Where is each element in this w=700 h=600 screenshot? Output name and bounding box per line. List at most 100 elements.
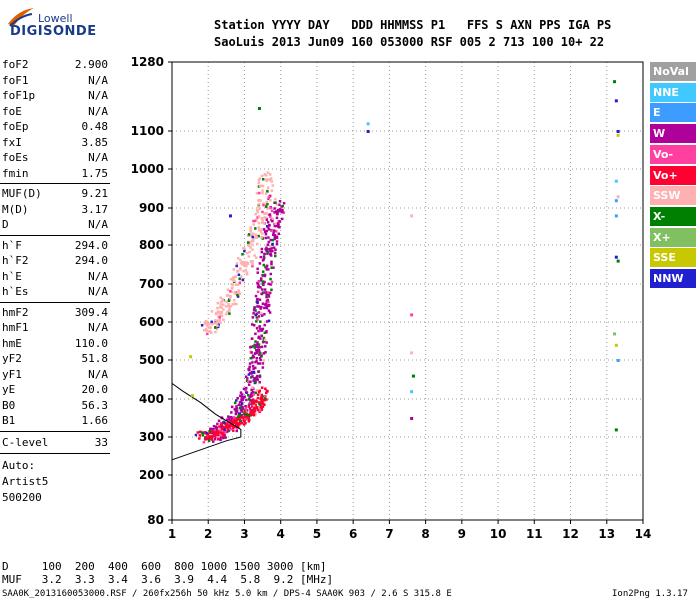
upper-trace-point [237,273,241,277]
o-trace-point [256,267,259,271]
param-value: N/A [88,151,108,164]
o-trace-point [275,222,279,226]
upper-trace-point [256,209,259,212]
lower-trace-point [240,422,243,425]
lower-trace-point [225,422,228,425]
o-trace-point [281,204,284,208]
upper-trace-point [210,310,214,313]
upper-trace-point [235,264,238,268]
x-tick-label: 3 [240,527,248,541]
o-trace-point [265,246,268,249]
o-trace-point [260,355,263,358]
lower-trace-point [247,414,251,417]
upper-trace-point [224,305,228,308]
upper-trace-point [214,319,217,322]
o-trace-point [269,283,272,286]
o-trace-point [269,247,272,251]
o-trace-point [267,240,271,244]
legend-item-nnw: NNW [650,269,696,288]
o-trace-point [262,338,266,342]
o-trace-point [281,208,284,212]
param-name: fxI [2,135,22,149]
upper-trace-point [263,216,266,220]
o-trace-point [258,325,261,328]
param-value: 1.75 [81,166,109,180]
o-trace-point [263,280,266,284]
o-trace-point [264,345,267,348]
lower-trace-point [259,404,262,408]
o-trace-point [258,346,261,349]
param-hf: h`F 294.0 [2,239,108,253]
lower-trace-point [244,406,248,410]
upper-trace-point [249,227,252,231]
upper-trace-point [244,264,248,268]
lower-trace-point [209,435,212,439]
upper-trace-point [204,327,208,331]
lower-trace-point [203,431,207,434]
o-trace-point [271,217,275,220]
upper-trace-point [254,227,257,230]
upper-trace-point [270,180,274,183]
lower-trace-point [261,401,264,405]
o-trace-point [254,360,257,364]
o-trace-point [267,268,270,271]
lower-trace-point [256,408,260,412]
upper-trace-point [221,299,225,302]
o-trace-point [272,246,276,249]
param-he: h`E N/A [2,270,108,284]
upper-trace-point [262,203,265,207]
upper-trace-point [257,215,261,218]
o-trace-point [266,225,270,229]
upper-trace-point [255,192,259,195]
isolated-point [190,394,194,398]
autoscale-line2: Artist5 [2,474,49,488]
o-trace-point [275,203,279,206]
lower-trace-point [234,423,238,426]
upper-trace-point [205,332,209,336]
o-trace-point [275,224,279,228]
logo-lowell-text: Lowell [38,12,73,25]
o-trace-point [260,314,264,317]
o-trace-point [259,351,262,355]
param-hes: h`Es N/A [2,285,108,299]
o-trace-point [258,380,261,384]
o-trace-point [271,249,274,253]
o-trace-point [261,274,265,277]
isolated-point [411,374,415,378]
upper-trace-point [247,244,250,248]
x-tick-label: 12 [562,527,579,541]
param-hmf1: hmF1 N/A [2,321,108,335]
o-trace-point [275,240,279,243]
o-trace-point [275,235,278,238]
o-trace-point [227,415,230,418]
x-tick-label: 7 [385,527,393,541]
o-trace-point [254,294,258,298]
upper-trace-point [200,324,204,327]
o-trace-point [265,341,268,344]
param-name: hmF1 [2,321,29,334]
upper-trace-point [236,256,240,260]
param-value: 3.17 [81,202,109,216]
o-trace-point [234,418,237,422]
lower-trace-point [236,415,240,418]
upper-trace-point [261,191,264,195]
upper-trace-point [219,303,223,306]
chart-marks [171,80,620,461]
lower-trace-point [242,412,246,415]
o-trace-point [258,262,262,265]
x-tick-label: 10 [490,527,507,541]
lower-trace-point [216,431,219,434]
o-trace-point [278,209,282,212]
o-trace-point [235,405,238,408]
lower-trace-point [243,415,247,419]
o-trace-point [252,370,256,374]
o-trace-point [255,343,259,347]
upper-trace-point [225,300,228,304]
upper-trace-point [204,320,208,323]
lower-trace-point [260,393,264,397]
o-trace-point [274,254,277,258]
o-trace-point [235,399,238,402]
o-trace-point [248,372,252,375]
upper-trace-point [220,300,223,304]
lower-trace-point [252,408,255,411]
